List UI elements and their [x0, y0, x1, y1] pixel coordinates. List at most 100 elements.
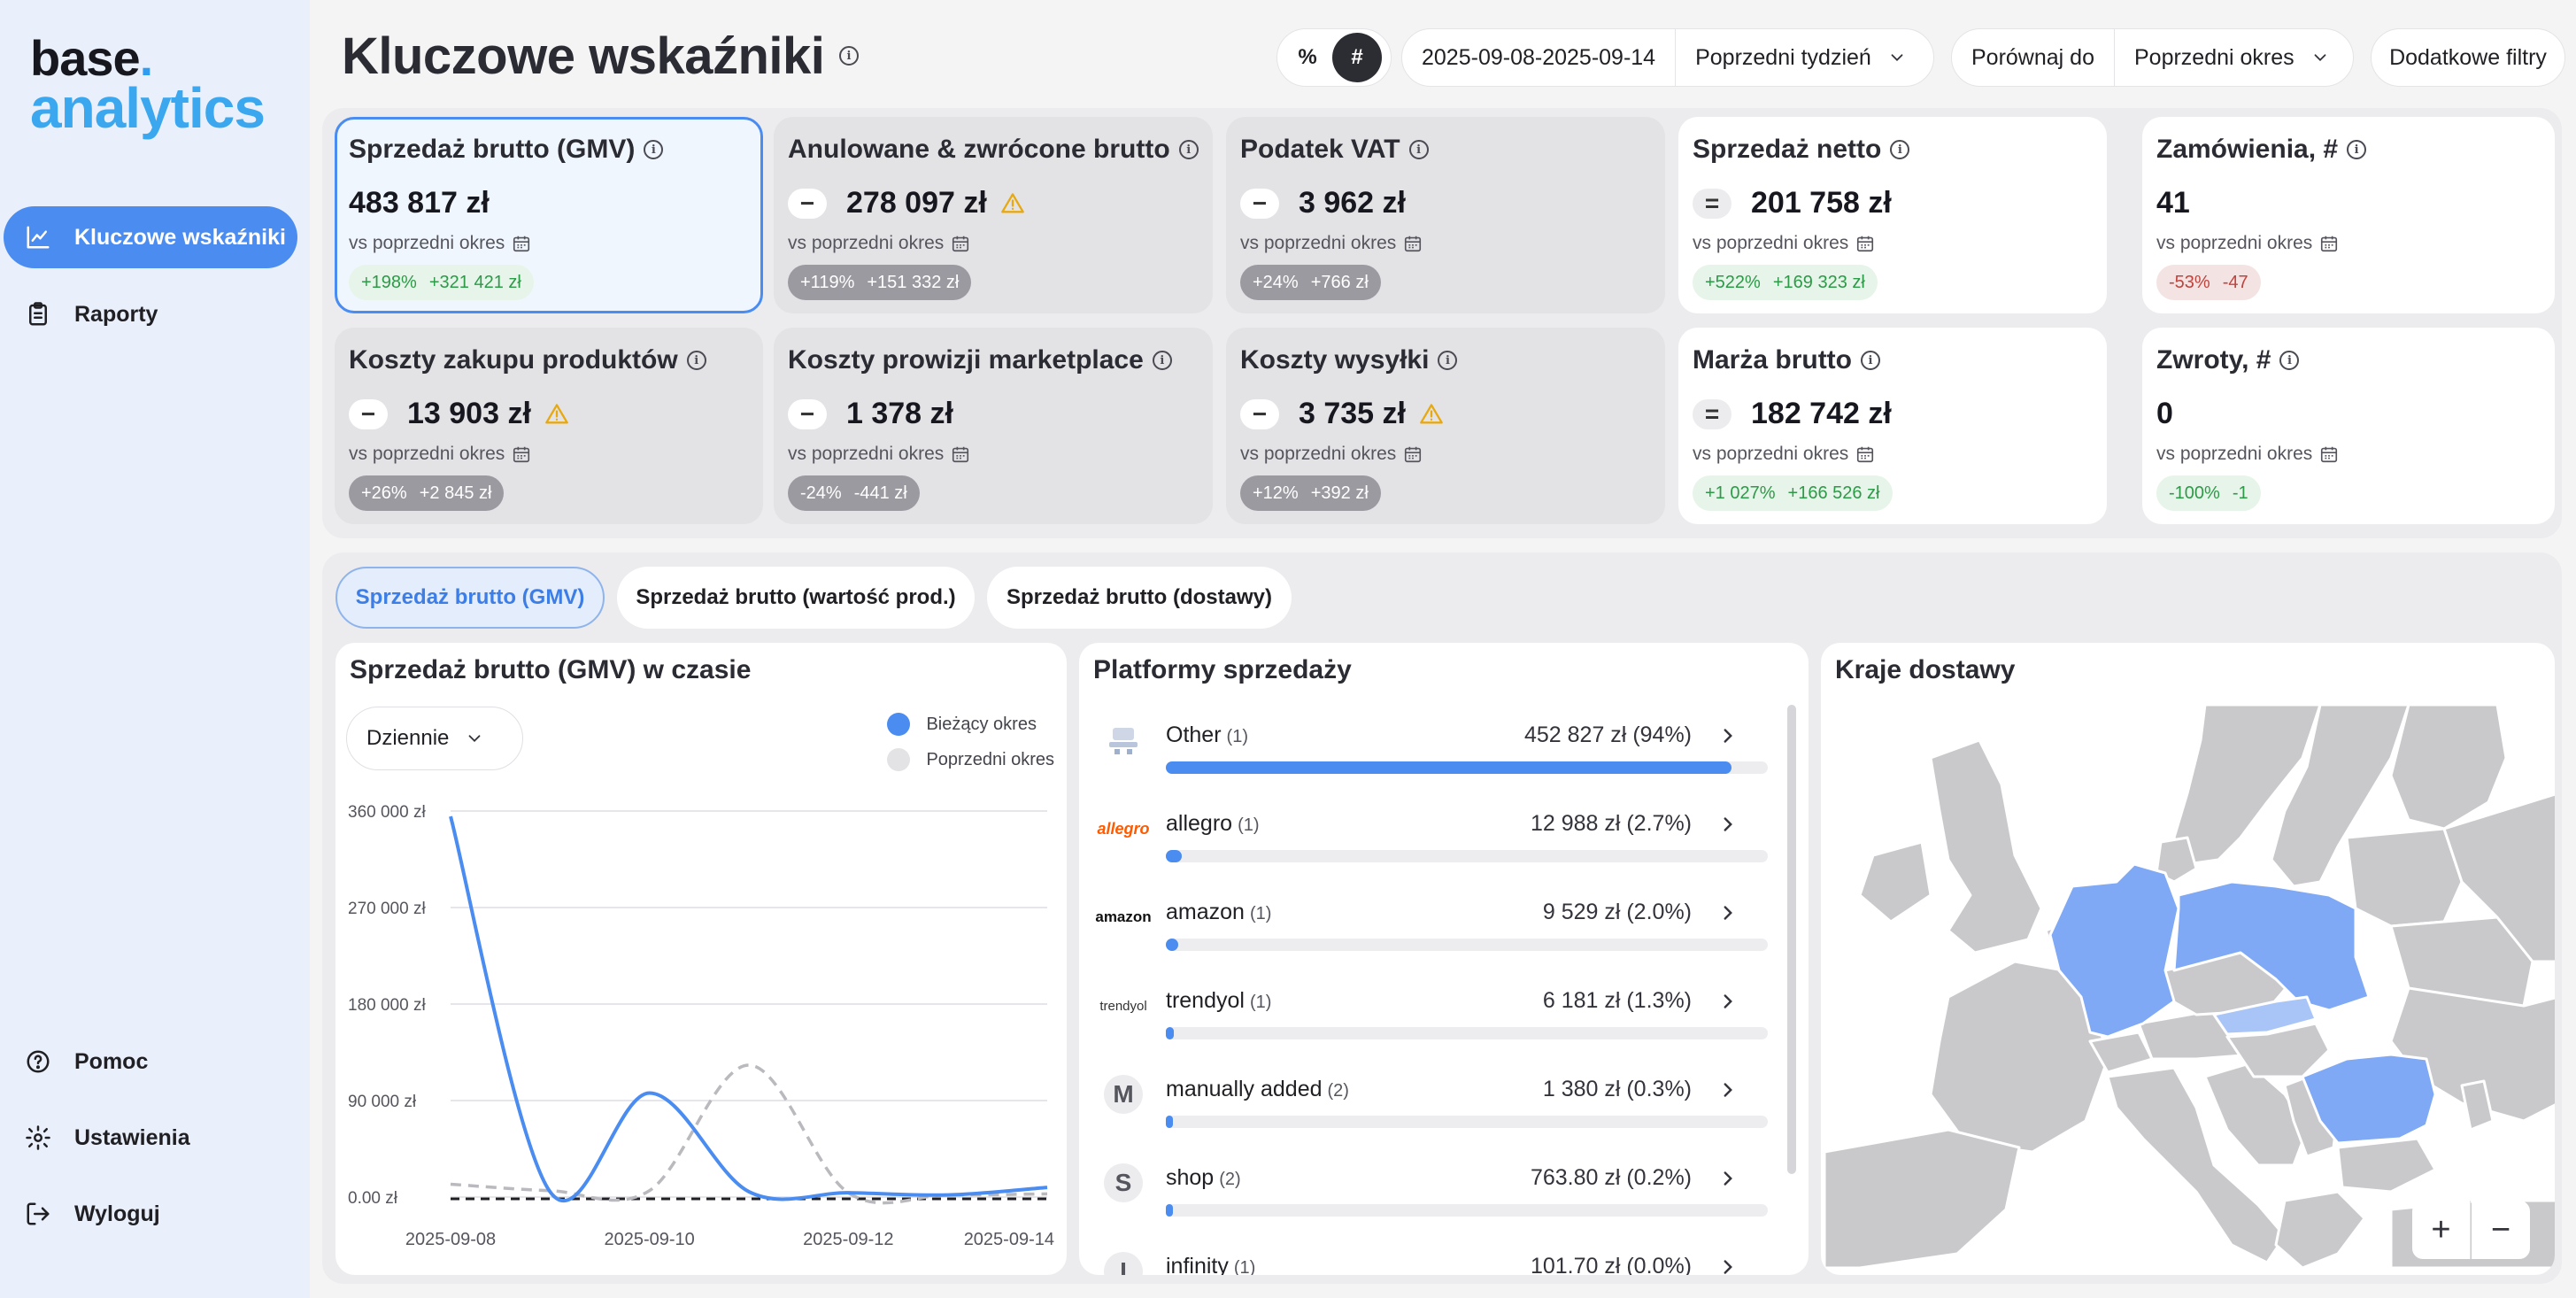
platform-logo: amazon [1095, 898, 1151, 937]
info-icon[interactable]: i [1890, 140, 1910, 159]
info-icon[interactable]: i [1152, 351, 1172, 370]
kpi-operator: = [1693, 398, 1731, 429]
europe-map[interactable] [1824, 705, 2555, 1268]
legend-item-current[interactable]: Bieżący okres [887, 707, 1054, 742]
kpi-card[interactable]: Koszty prowizji marketplace i −1 378 zł vs … [774, 328, 1213, 524]
frequency-select[interactable]: Dziennie [346, 707, 523, 770]
platform-row[interactable]: Other (1) 452 827 zł (94%) [1093, 715, 1793, 804]
kpi-value: 3 735 zł [1299, 397, 1406, 430]
zoom-out-button[interactable]: − [2472, 1201, 2530, 1259]
platform-name: shop [1166, 1165, 1215, 1190]
zoom-in-button[interactable]: + [2412, 1201, 2471, 1259]
map-region-slovakia [2212, 995, 2318, 1036]
platform-row[interactable]: trendyol trendyol (1) 6 181 zł (1.3%) [1093, 981, 1793, 1070]
tab-gmv-shipping[interactable]: Sprzedaż brutto (dostawy) [987, 567, 1292, 629]
kpi-title: Koszty wysyłki [1240, 345, 1430, 375]
calendar-icon[interactable] [2319, 234, 2339, 253]
map-region-ukraine [2389, 986, 2555, 1123]
tab-gmv-products[interactable]: Sprzedaż brutto (wartość prod.) [617, 567, 975, 629]
info-icon[interactable]: i [1861, 351, 1880, 370]
x-tick-label: 2025-09-10 [605, 1230, 695, 1249]
kpi-change-badge: -24% -441 zł [788, 475, 920, 511]
nav-label: Ustawienia [74, 1124, 190, 1150]
map-region-finland [2389, 705, 2508, 831]
brand-logo[interactable]: base. analytics [30, 34, 266, 137]
platform-share-bar [1166, 939, 1768, 951]
kpi-card[interactable]: Koszty wysyłki i −3 735 zł vs poprzedni okr… [1226, 328, 1665, 524]
more-filters-button[interactable]: Dodatkowe filtry [2371, 28, 2565, 87]
chevron-down-icon [2314, 54, 2326, 62]
clipboard-icon [29, 302, 47, 326]
nav-item-reports[interactable]: Raporty [4, 283, 297, 345]
nav-item-key-indicators[interactable]: Kluczowe wskaźniki [4, 206, 297, 268]
count-toggle[interactable]: # [1332, 33, 1382, 82]
platform-share-fill [1166, 850, 1183, 862]
calendar-icon[interactable] [512, 234, 531, 253]
kpi-change-badge: +26% +2 845 zł [349, 475, 505, 511]
platform-letter-logo: S [1104, 1163, 1143, 1202]
scrollbar[interactable] [1787, 705, 1796, 1174]
platform-list: Other (1) 452 827 zł (94%) allegro allegro (1… [1093, 705, 1793, 1275]
period-select[interactable]: Poprzedni tydzień [1676, 29, 1926, 86]
map-region-denmark [2155, 836, 2198, 884]
calendar-icon[interactable] [2319, 444, 2339, 464]
tab-gmv[interactable]: Sprzedaż brutto (GMV) [335, 567, 605, 629]
kpi-card[interactable]: Marża brutto i = 182 742 zł vs poprzedni okr… [1678, 328, 2107, 524]
info-icon[interactable]: i [839, 46, 859, 66]
info-icon[interactable]: i [1438, 351, 1458, 370]
kpi-card[interactable]: Zwroty, # i 0 vs poprzedni okres -100% -1 [2142, 328, 2555, 524]
info-icon[interactable]: i [686, 351, 706, 370]
date-range-input[interactable]: 2025-09-08-2025-09-14 [1402, 29, 1675, 86]
y-tick-label: 180 000 zł [348, 996, 426, 1015]
other-platform-logo [1109, 728, 1138, 754]
platform-row[interactable]: allegro allegro (1) 12 988 zł (2.7%) [1093, 804, 1793, 892]
platform-value: 6 181 zł [1542, 988, 1621, 1013]
info-icon[interactable]: i [2279, 351, 2300, 370]
calendar-icon[interactable] [1403, 234, 1423, 253]
nav-item-help[interactable]: Pomoc [4, 1031, 297, 1093]
help-circle-icon [27, 1050, 50, 1073]
kpi-card[interactable]: Koszty zakupu produktów i −13 903 zł vs pop… [335, 328, 763, 524]
kpi-card[interactable]: Anulowane & zwrócone brutto i −278 097 zł v… [774, 117, 1213, 313]
kpi-card[interactable]: Sprzedaż brutto (GMV) i 483 817 zł vs poprz… [335, 117, 763, 313]
warning-icon[interactable] [999, 191, 1026, 216]
kpi-change-badge: +119% +151 332 zł [788, 265, 972, 300]
info-icon[interactable]: i [2347, 140, 2367, 159]
kpi-value: 182 742 zł [1751, 397, 1892, 430]
nav-item-logout[interactable]: Wyloguj [4, 1183, 297, 1245]
platform-value: 763.80 zł [1530, 1165, 1621, 1190]
kpi-change-pct: -53% [2169, 272, 2210, 292]
info-icon[interactable]: i [644, 140, 664, 159]
calendar-icon[interactable] [512, 444, 531, 464]
info-icon[interactable]: i [1178, 140, 1199, 159]
kpi-card[interactable]: Podatek VAT i −3 962 zł vs poprzedni okres +… [1226, 117, 1665, 313]
y-tick-label: 360 000 zł [348, 803, 426, 822]
calendar-icon[interactable] [1855, 234, 1875, 253]
warning-icon[interactable] [544, 402, 570, 427]
kpi-compare-label: vs poprzedni okres [788, 233, 945, 253]
platform-name: allegro [1166, 811, 1233, 836]
calendar-icon[interactable] [1403, 444, 1423, 464]
map-region-france [1929, 960, 2109, 1154]
compare-select[interactable]: Poprzedni okres [2115, 29, 2349, 86]
y-tick-label: 0.00 zł [348, 1189, 398, 1208]
percent-toggle[interactable]: % [1298, 45, 1317, 69]
kpi-card[interactable]: Sprzedaż netto i = 201 758 zł vs poprzedni o… [1678, 117, 2107, 313]
kpi-compare-label: vs poprzedni okres [788, 444, 945, 464]
nav-item-settings[interactable]: Ustawienia [4, 1107, 297, 1169]
kpi-card[interactable]: Zamówienia, # i 41 vs poprzedni okres -53% -4… [2142, 117, 2555, 313]
platform-pct: (0.0%) [1626, 1254, 1692, 1275]
value-mode-toggle: % # [1276, 28, 1392, 87]
calendar-icon[interactable] [951, 444, 970, 464]
calendar-icon[interactable] [1855, 444, 1875, 464]
platform-row[interactable]: amazon amazon (1) 9 529 zł (2.0%) [1093, 892, 1793, 981]
calendar-icon[interactable] [951, 234, 970, 253]
legend-item-previous[interactable]: Poprzedni okres [887, 742, 1054, 777]
platform-logo: allegro [1097, 809, 1150, 848]
compare-filter: Porównaj do Poprzedni okres [1951, 28, 2354, 87]
info-icon[interactable]: i [1408, 140, 1429, 159]
warning-icon[interactable] [1418, 402, 1445, 427]
